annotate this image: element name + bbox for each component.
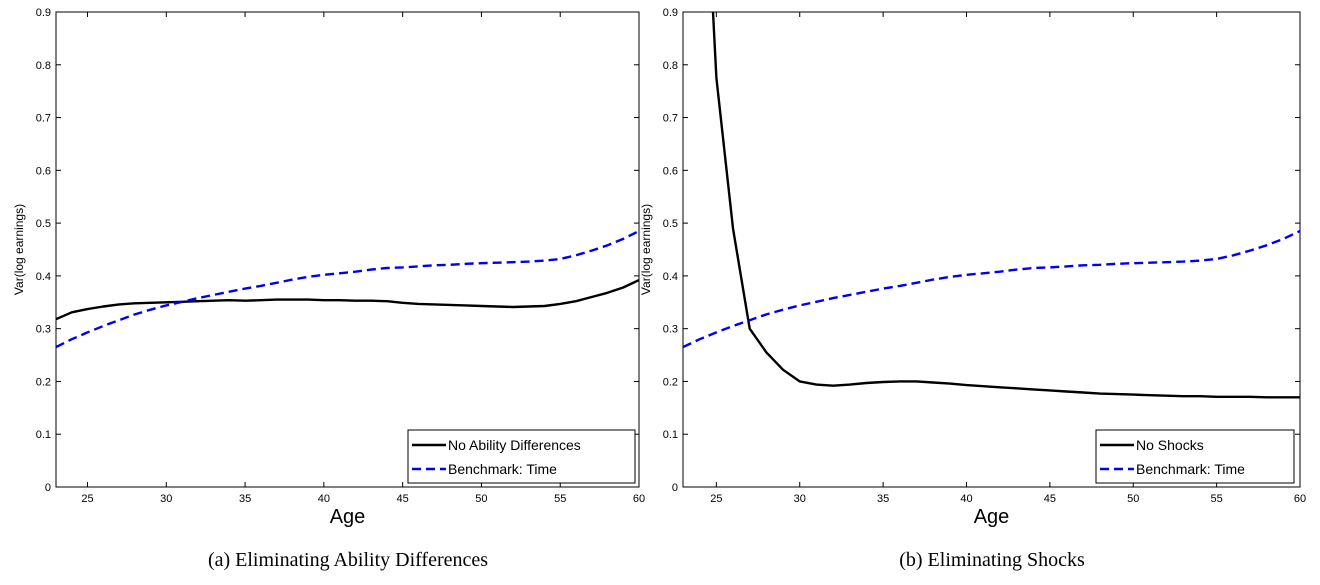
- series-group: [56, 229, 639, 349]
- x-tick-label: 50: [475, 493, 487, 505]
- figure-caption: (b) Eliminating Shocks: [899, 549, 1085, 571]
- y-tick-label: 0.9: [36, 7, 51, 19]
- legend: No Ability Differences Benchmark: Time: [407, 429, 636, 484]
- x-tick-label: 55: [554, 493, 566, 505]
- y-tick-label: 0.5: [663, 218, 678, 230]
- y-axis-title: Var(log earnings): [639, 204, 653, 295]
- x-tick-label: 55: [1210, 493, 1222, 505]
- plot-area: [55, 11, 640, 488]
- y-tick-label: 0: [45, 482, 51, 494]
- x-tick-label: 30: [794, 493, 806, 505]
- legend-label: No Shocks: [1136, 437, 1204, 453]
- y-tick-label: 0.6: [36, 165, 51, 177]
- series-line-1: [56, 279, 639, 321]
- x-tick-label: 50: [1127, 493, 1139, 505]
- series-line-2: [56, 229, 639, 349]
- x-tick-label: 35: [239, 493, 251, 505]
- legend-label: Benchmark: Time: [448, 461, 557, 477]
- y-tick-label: 0.9: [663, 7, 678, 19]
- plot-area: [682, 11, 1301, 488]
- y-tick-label: 0.7: [663, 113, 678, 125]
- y-tick-label: 0.8: [663, 60, 678, 72]
- series-line-1: [711, 12, 1300, 399]
- legend-label: Benchmark: Time: [1136, 461, 1245, 477]
- y-tick-label: 0.1: [663, 429, 678, 441]
- y-tick-label: 0.4: [663, 271, 678, 283]
- y-tick-label: 0.8: [36, 60, 51, 72]
- x-tick-label: 60: [633, 493, 645, 505]
- chart-panel-2: 25 30 35 40 45 50 55 60 0 0.1 0.2 0.3 0.4 0.5 0.6 0.7 0.…: [639, 7, 1306, 571]
- x-tick-label: 40: [318, 493, 330, 505]
- y-tick-label: 0.7: [36, 113, 51, 125]
- y-tick-label: 0.3: [36, 324, 51, 336]
- x-tick-label: 60: [1294, 493, 1306, 505]
- x-tick-label: 45: [1044, 493, 1056, 505]
- legend-label: No Ability Differences: [448, 437, 581, 453]
- y-axis-title: Var(log earnings): [12, 204, 26, 295]
- x-axis-title: Age: [330, 506, 366, 528]
- y-tick-label: 0.2: [36, 376, 51, 388]
- x-axis-title: Age: [974, 506, 1010, 528]
- series-group: [683, 12, 1300, 399]
- y-tick-label: 0.6: [663, 165, 678, 177]
- x-tick-label: 35: [877, 493, 889, 505]
- y-tick-label: 0.5: [36, 218, 51, 230]
- y-tick-label: 0.4: [36, 271, 51, 283]
- x-tick-label: 40: [960, 493, 972, 505]
- x-tick-label: 25: [81, 493, 93, 505]
- y-tick-label: 0.3: [663, 324, 678, 336]
- chart-panel-1: 25 30 35 40 45 50 55 60 0 0.1 0.2 0.3 0.4 0.5 0.6 0.7 0.…: [12, 7, 645, 571]
- legend: No Shocks Benchmark: Time: [1095, 429, 1295, 484]
- figure-caption: (a) Eliminating Ability Differences: [208, 549, 488, 571]
- legend-box: [407, 429, 636, 484]
- y-tick-label: 0.2: [663, 376, 678, 388]
- legend-box: [1095, 429, 1295, 484]
- x-tick-label: 45: [397, 493, 409, 505]
- x-tick-label: 25: [710, 493, 722, 505]
- x-tick-label: 30: [160, 493, 172, 505]
- y-tick-label: 0.1: [36, 429, 51, 441]
- series-line-2: [683, 229, 1300, 349]
- y-tick-label: 0: [672, 482, 678, 494]
